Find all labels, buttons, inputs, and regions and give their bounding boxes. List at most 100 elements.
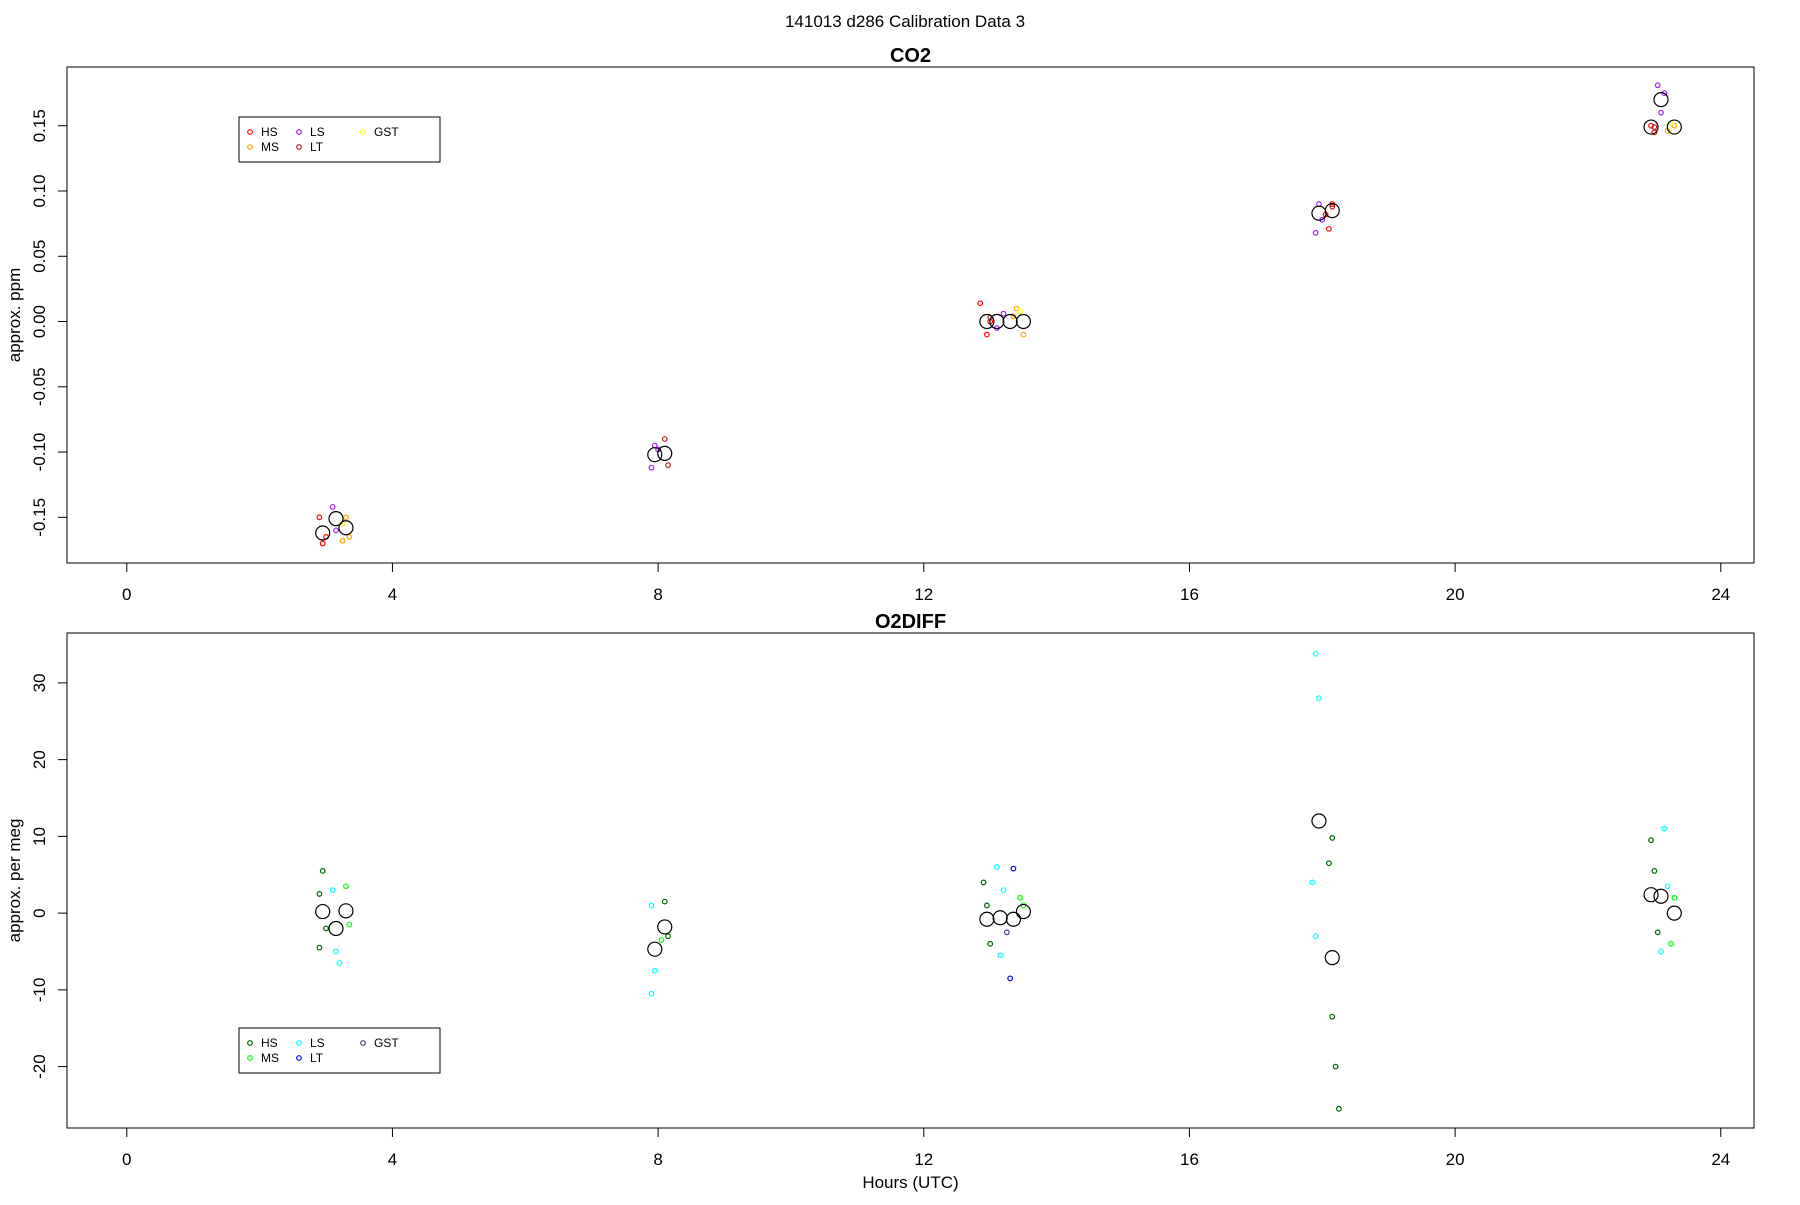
o2diff-point-ls bbox=[648, 990, 655, 997]
o2diff-mean-point bbox=[1311, 813, 1327, 829]
o2diff-mean-point bbox=[1653, 888, 1669, 904]
o2diff-point-ls bbox=[1661, 825, 1668, 832]
co2-point-lt bbox=[665, 462, 671, 469]
o2diff-point-hs bbox=[1329, 835, 1336, 841]
co2-mean-point bbox=[1015, 313, 1032, 330]
co2-point-ms bbox=[1010, 313, 1017, 320]
co2-point-ls bbox=[333, 527, 339, 534]
o2diff-legend-marker bbox=[247, 1055, 253, 1061]
co2-point-ms bbox=[1020, 331, 1027, 338]
o2diff-point-ms bbox=[658, 937, 665, 943]
o2diff-mean-point bbox=[338, 903, 354, 919]
o2diff-legend-label: LS bbox=[310, 1036, 325, 1050]
o2diff-point-ls bbox=[1312, 650, 1319, 657]
co2-mean-point bbox=[989, 313, 1005, 330]
o2diff-point-hs bbox=[983, 902, 990, 909]
o2diff-panel: O2DIFF 0 4 8 12 16 20 24 -20 -10 0 10 20 30 approx. pe… bbox=[5, 611, 1755, 1192]
o2diff-mean-point bbox=[328, 920, 344, 937]
co2-legend-marker bbox=[247, 129, 253, 135]
co2-x-tick-label: 20 bbox=[1446, 585, 1465, 604]
o2diff-x-tick-label: 4 bbox=[388, 1150, 397, 1169]
o2diff-legend-label: HS bbox=[261, 1036, 278, 1050]
o2diff-point-hs bbox=[1335, 1105, 1342, 1112]
o2diff-point-ls bbox=[1658, 948, 1664, 955]
o2diff-point-hs bbox=[1329, 1013, 1336, 1020]
co2-x-tick-label: 4 bbox=[388, 585, 397, 604]
o2diff-point-lt bbox=[1010, 865, 1017, 872]
co2-y-tick-label: 0.15 bbox=[30, 109, 49, 142]
o2diff-point-ls bbox=[1664, 883, 1671, 890]
o2diff-point-hs bbox=[1326, 860, 1332, 867]
co2-point-ls bbox=[1658, 109, 1664, 116]
co2-y-tick-label: -0.15 bbox=[30, 498, 49, 537]
co2-legend-label: LT bbox=[310, 140, 324, 154]
co2-mean-point bbox=[979, 313, 995, 330]
co2-mean-point bbox=[1666, 119, 1682, 135]
co2-mean-point bbox=[315, 525, 331, 541]
co2-legend-marker bbox=[296, 144, 302, 150]
o2diff-title: O2DIFF bbox=[875, 611, 946, 633]
o2diff-legend-label: GST bbox=[374, 1036, 399, 1050]
o2diff-point-ms bbox=[346, 921, 353, 928]
co2-mean-point bbox=[328, 511, 344, 527]
co2-point-ms bbox=[343, 514, 349, 521]
o2diff-legend-marker bbox=[247, 1040, 253, 1046]
o2diff-x-tick-label: 16 bbox=[1180, 1150, 1199, 1169]
co2-point-ls bbox=[1654, 82, 1661, 89]
o2diff-point-hs bbox=[1654, 929, 1661, 936]
o2diff-point-ms bbox=[343, 883, 349, 890]
co2-legend-label: HS bbox=[261, 125, 278, 139]
o2diff-mean-point bbox=[1324, 950, 1340, 966]
o2diff-point-hs bbox=[316, 891, 323, 897]
o2diff-point-ls bbox=[333, 948, 339, 955]
co2-point-lt bbox=[661, 436, 668, 442]
o2diff-point-ls bbox=[651, 967, 658, 974]
o2diff-legend-box bbox=[238, 1027, 441, 1074]
o2diff-y-tick-label: 10 bbox=[30, 827, 49, 846]
o2diff-point-ms bbox=[1668, 940, 1674, 947]
o2diff-point-hs bbox=[661, 898, 668, 905]
o2diff-x-tick-label: 12 bbox=[914, 1150, 933, 1169]
o2diff-mean-point bbox=[979, 911, 995, 927]
o2diff-point-ls bbox=[997, 952, 1004, 959]
o2diff-point-ms bbox=[1017, 894, 1023, 901]
co2-y-tick-label: 0.05 bbox=[30, 240, 49, 273]
o2diff-y-tick-label: 0 bbox=[30, 908, 49, 917]
o2diff-x-tick-label: 8 bbox=[653, 1150, 662, 1169]
o2diff-mean-point bbox=[1643, 887, 1659, 903]
o2diff-y-tick-label: -20 bbox=[30, 1054, 49, 1079]
o2diff-point-hs bbox=[319, 868, 326, 874]
co2-y-tick-label: -0.05 bbox=[30, 367, 49, 406]
co2-panel: CO2 0 4 8 12 16 20 24 -0.15 -0.10 -0.05 0.00 0.05 0.1… bbox=[5, 45, 1755, 604]
o2diff-point-lt bbox=[1007, 975, 1014, 982]
co2-legend-marker bbox=[360, 129, 366, 135]
o2diff-x-tick-label: 20 bbox=[1446, 1150, 1465, 1169]
o2diff-mean-point bbox=[1005, 911, 1022, 927]
o2diff-point-hs bbox=[665, 933, 671, 940]
o2diff-legend-marker bbox=[296, 1040, 302, 1046]
co2-point-hs bbox=[1651, 129, 1658, 136]
co2-legend-label: LS bbox=[310, 125, 325, 139]
o2diff-mean-point bbox=[657, 919, 673, 935]
o2diff-point-ls bbox=[1000, 887, 1007, 893]
co2-legend-marker bbox=[247, 144, 253, 150]
co2-point-hs bbox=[1326, 225, 1332, 232]
co2-point-gst bbox=[1017, 308, 1023, 314]
co2-mean-point bbox=[647, 447, 663, 463]
co2-x-tick-label: 0 bbox=[122, 585, 131, 604]
o2diff-y-tick-label: 20 bbox=[30, 750, 49, 769]
o2diff-point-hs bbox=[316, 944, 323, 951]
co2-point-lt bbox=[1329, 203, 1336, 210]
o2diff-point-ls bbox=[329, 887, 336, 893]
co2-y-tick-label: -0.10 bbox=[30, 433, 49, 472]
o2diff-y-tick-label: -10 bbox=[30, 978, 49, 1003]
o2diff-legend-marker bbox=[360, 1040, 366, 1046]
o2diff-mean-point bbox=[1015, 903, 1032, 920]
co2-legend-label: MS bbox=[261, 140, 279, 154]
o2diff-mean-point bbox=[992, 910, 1008, 926]
o2diff-point-ms bbox=[1671, 894, 1678, 901]
o2diff-point-hs bbox=[1651, 868, 1658, 874]
figure-title: 141013 d286 Calibration Data 3 bbox=[785, 12, 1025, 31]
